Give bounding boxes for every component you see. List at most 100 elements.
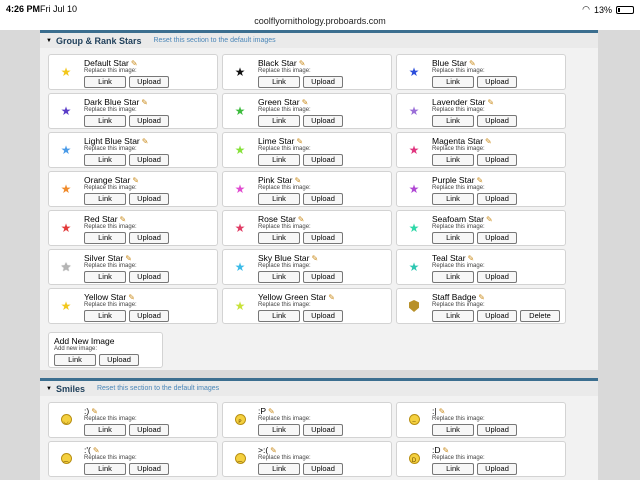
star-name: Lavender Star ✎ xyxy=(432,97,494,107)
replace-image-label: Replace this image: xyxy=(84,107,137,113)
link-button[interactable]: Link xyxy=(84,193,126,205)
link-button[interactable]: Link xyxy=(432,193,474,205)
pencil-edit-icon[interactable]: ✎ xyxy=(442,446,450,455)
upload-button[interactable]: Upload xyxy=(303,271,343,283)
link-button[interactable]: Link xyxy=(432,271,474,283)
pencil-edit-icon[interactable]: ✎ xyxy=(294,176,302,185)
link-button[interactable]: Link xyxy=(258,463,300,475)
link-button[interactable]: Link xyxy=(258,154,300,166)
pencil-edit-icon[interactable]: ✎ xyxy=(485,215,493,224)
upload-button[interactable]: Upload xyxy=(129,193,169,205)
link-button[interactable]: Link xyxy=(432,463,474,475)
pencil-edit-icon[interactable]: ✎ xyxy=(128,293,135,302)
upload-button[interactable]: Upload xyxy=(129,76,169,88)
pencil-edit-icon[interactable]: ✎ xyxy=(132,176,140,185)
link-button[interactable]: Link xyxy=(432,115,474,127)
link-button[interactable]: Link xyxy=(84,271,126,283)
upload-button[interactable]: Upload xyxy=(303,463,343,475)
pencil-edit-icon[interactable]: ✎ xyxy=(141,98,148,107)
pencil-edit-icon[interactable]: ✎ xyxy=(478,293,485,302)
pencil-edit-icon[interactable]: ✎ xyxy=(130,59,138,68)
upload-button[interactable]: Upload xyxy=(303,310,343,322)
upload-button[interactable]: Upload xyxy=(303,154,343,166)
upload-button[interactable]: Upload xyxy=(477,115,517,127)
pencil-edit-icon[interactable]: ✎ xyxy=(328,293,335,302)
add-link-button[interactable]: Link xyxy=(54,354,96,366)
upload-button[interactable]: Upload xyxy=(129,424,169,436)
link-button[interactable]: Link xyxy=(432,424,474,436)
star-name: Blue Star ✎ xyxy=(432,58,476,68)
pencil-edit-icon[interactable]: ✎ xyxy=(311,254,319,263)
url-bar[interactable]: coolflyornithology.proboards.com xyxy=(0,16,640,30)
link-button[interactable]: Link xyxy=(258,76,300,88)
upload-button[interactable]: Upload xyxy=(477,193,517,205)
pencil-edit-icon[interactable]: ✎ xyxy=(467,254,475,263)
upload-button[interactable]: Upload xyxy=(477,424,517,436)
pencil-edit-icon[interactable]: ✎ xyxy=(476,176,484,185)
link-button[interactable]: Link xyxy=(84,76,126,88)
star-name: Yellow Green Star ✎ xyxy=(258,292,335,302)
upload-button[interactable]: Upload xyxy=(129,115,169,127)
collapse-caret-icon[interactable]: ▼ xyxy=(46,37,52,44)
link-button[interactable]: Link xyxy=(84,424,126,436)
upload-button[interactable]: Upload xyxy=(477,232,517,244)
link-button[interactable]: Link xyxy=(84,463,126,475)
link-button[interactable]: Link xyxy=(258,193,300,205)
reset-section-link[interactable]: Reset this section to the default images xyxy=(153,37,276,44)
upload-button[interactable]: Upload xyxy=(303,424,343,436)
pencil-edit-icon[interactable]: ✎ xyxy=(268,407,275,416)
star-name: Light Blue Star ✎ xyxy=(84,136,148,146)
pencil-edit-icon[interactable]: ✎ xyxy=(487,98,495,107)
pencil-edit-icon[interactable]: ✎ xyxy=(296,137,304,146)
pencil-edit-icon[interactable]: ✎ xyxy=(468,59,476,68)
add-upload-button[interactable]: Upload xyxy=(99,354,139,366)
smile-name-text: :) xyxy=(84,406,90,416)
link-button[interactable]: Link xyxy=(84,115,126,127)
pencil-edit-icon[interactable]: ✎ xyxy=(119,215,127,224)
reset-section-link[interactable]: Reset this section to the default images xyxy=(96,385,220,392)
status-bar: 4:26 PM Fri Jul 10 ◠ 13% xyxy=(0,0,640,18)
pencil-edit-icon[interactable]: ✎ xyxy=(485,137,492,146)
link-button[interactable]: Link xyxy=(432,232,474,244)
upload-button[interactable]: Upload xyxy=(129,154,169,166)
pencil-edit-icon[interactable]: ✎ xyxy=(92,446,100,455)
upload-button[interactable]: Upload xyxy=(477,463,517,475)
upload-button[interactable]: Upload xyxy=(303,193,343,205)
link-button[interactable]: Link xyxy=(84,232,126,244)
star-card: ★ Blue Star ✎ Replace this image: Link Upload xyxy=(396,54,566,90)
pencil-edit-icon[interactable]: ✎ xyxy=(301,98,309,107)
pencil-edit-icon[interactable]: ✎ xyxy=(91,407,98,416)
upload-button[interactable]: Upload xyxy=(129,271,169,283)
upload-button[interactable]: Upload xyxy=(129,232,169,244)
pencil-edit-icon[interactable]: ✎ xyxy=(125,254,132,263)
upload-button[interactable]: Upload xyxy=(303,232,343,244)
link-button[interactable]: Link xyxy=(432,154,474,166)
link-button[interactable]: Link xyxy=(258,232,300,244)
link-button[interactable]: Link xyxy=(258,310,300,322)
pencil-edit-icon[interactable]: ✎ xyxy=(298,59,306,68)
pencil-edit-icon[interactable]: ✎ xyxy=(438,407,446,416)
star-pink-icon: ★ xyxy=(234,182,246,196)
link-button[interactable]: Link xyxy=(258,424,300,436)
pencil-edit-icon[interactable]: ✎ xyxy=(297,215,305,224)
smiles-section: ▼ Smiles Reset this section to the defau… xyxy=(40,378,598,480)
upload-button[interactable]: Upload xyxy=(477,271,517,283)
upload-button[interactable]: Upload xyxy=(303,76,343,88)
pencil-edit-icon[interactable]: ✎ xyxy=(270,446,277,455)
upload-button[interactable]: Upload xyxy=(477,76,517,88)
link-button[interactable]: Link xyxy=(84,154,126,166)
smile-name-text: >:( xyxy=(258,445,269,455)
link-button[interactable]: Link xyxy=(258,115,300,127)
link-button[interactable]: Link xyxy=(432,310,474,322)
link-button[interactable]: Link xyxy=(258,271,300,283)
delete-button[interactable]: Delete xyxy=(520,310,560,322)
link-button[interactable]: Link xyxy=(84,310,126,322)
upload-button[interactable]: Upload xyxy=(477,154,517,166)
collapse-caret-icon[interactable]: ▼ xyxy=(46,385,52,392)
upload-button[interactable]: Upload xyxy=(129,463,169,475)
upload-button[interactable]: Upload xyxy=(477,310,517,322)
upload-button[interactable]: Upload xyxy=(129,310,169,322)
pencil-edit-icon[interactable]: ✎ xyxy=(141,137,149,146)
upload-button[interactable]: Upload xyxy=(303,115,343,127)
link-button[interactable]: Link xyxy=(432,76,474,88)
